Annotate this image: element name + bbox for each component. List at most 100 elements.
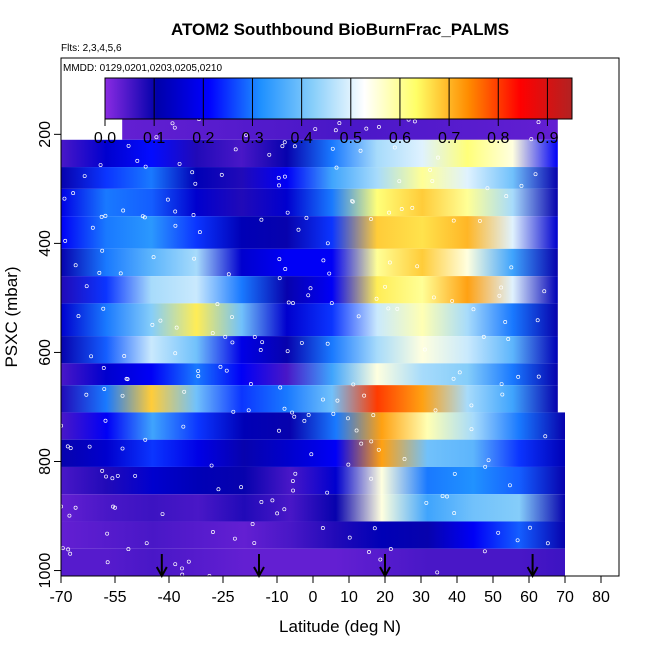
sample-point xyxy=(140,214,145,219)
sample-point xyxy=(321,397,325,402)
sample-point xyxy=(82,174,87,178)
sample-point xyxy=(276,175,281,180)
sample-point xyxy=(252,335,257,339)
sample-point xyxy=(372,526,377,531)
sample-point xyxy=(346,416,350,421)
sample-point xyxy=(302,418,307,423)
sample-point xyxy=(333,128,338,133)
heatmap-layer xyxy=(61,412,565,440)
sample-point xyxy=(239,485,244,490)
sample-point xyxy=(104,474,108,479)
sample-point xyxy=(223,334,228,339)
colorbar-tick-label: 0.7 xyxy=(438,130,460,147)
sample-point xyxy=(110,476,115,481)
sample-point xyxy=(98,163,103,167)
colorbar-tick-label: 0.0 xyxy=(94,130,116,147)
x-tick-label: 20 xyxy=(376,589,394,606)
heatmap-layer xyxy=(61,303,558,337)
sample-point xyxy=(133,473,138,478)
sample-point xyxy=(433,408,438,413)
sample-point xyxy=(101,306,106,311)
sample-point xyxy=(282,507,287,512)
colorbar-tick-label: 0.2 xyxy=(192,130,214,147)
x-tick-label: 70 xyxy=(556,589,574,606)
sample-point xyxy=(486,458,491,463)
sample-point xyxy=(291,301,295,306)
heatmap-layer xyxy=(61,521,565,549)
heatmap-layer xyxy=(61,363,558,386)
sample-point xyxy=(327,271,332,276)
heatmap-layer xyxy=(61,336,558,364)
sample-point xyxy=(430,179,435,183)
sample-point xyxy=(483,464,488,469)
sample-point xyxy=(182,389,187,394)
sample-point xyxy=(197,230,202,235)
sample-point xyxy=(174,325,179,330)
x-tick-label: 50 xyxy=(484,589,502,606)
colorbar-tick-label: 0.6 xyxy=(389,130,411,147)
sample-point xyxy=(68,446,73,451)
x-tick-label: 60 xyxy=(520,589,538,606)
sample-point xyxy=(103,418,108,423)
sample-point xyxy=(73,263,78,268)
sample-point xyxy=(331,411,336,416)
sample-point xyxy=(291,488,296,493)
sample-point xyxy=(335,398,340,403)
y-tick-label: 400 xyxy=(37,230,54,257)
sample-point xyxy=(230,340,235,345)
sample-point xyxy=(509,265,514,270)
sample-point xyxy=(232,536,237,541)
sample-point xyxy=(73,505,78,510)
sample-point xyxy=(277,257,282,262)
sample-point xyxy=(397,179,402,184)
sample-point xyxy=(452,511,457,516)
sample-point xyxy=(186,559,191,564)
sample-point xyxy=(173,209,178,214)
sample-point xyxy=(536,120,541,125)
sample-point xyxy=(296,227,301,232)
colorbar-tick-label: 0.9 xyxy=(536,130,558,147)
sample-point xyxy=(325,241,330,246)
sample-point xyxy=(290,410,295,415)
sample-point xyxy=(450,299,455,303)
sample-point xyxy=(173,562,178,567)
sample-point xyxy=(452,471,457,476)
x-axis-label: Latitude (deg N) xyxy=(279,617,401,636)
sample-point xyxy=(121,208,126,213)
sample-point xyxy=(277,276,282,281)
sample-point xyxy=(65,444,70,449)
dates-label: MMDD: 0129,0201,0203,0205,0210 xyxy=(63,63,222,74)
sample-point xyxy=(76,314,81,319)
x-tick-label: 10 xyxy=(340,589,358,606)
sample-point xyxy=(386,306,391,311)
sample-point xyxy=(503,320,508,324)
sample-point xyxy=(173,223,178,228)
sample-point xyxy=(431,295,436,300)
sample-point xyxy=(246,408,251,413)
sample-point xyxy=(387,260,392,265)
sample-point xyxy=(190,170,195,175)
sample-point xyxy=(445,494,449,499)
colorbar-tick-label: 0.3 xyxy=(241,130,263,147)
sample-point xyxy=(143,437,148,442)
sample-point xyxy=(392,145,397,150)
sample-point xyxy=(499,285,504,290)
sample-point xyxy=(180,572,185,576)
x-tick-label: 0 xyxy=(309,589,318,606)
sample-point xyxy=(536,374,541,379)
colorbar-ticks: 0.0 0.1 0.2 0.3 0.4 0.5 0.6 0.7 0.8 0.9 xyxy=(94,78,559,147)
sample-point xyxy=(165,197,170,202)
sample-point xyxy=(496,530,501,535)
sample-point xyxy=(126,547,131,552)
sample-point xyxy=(293,471,298,476)
sample-point xyxy=(369,217,373,221)
sample-point xyxy=(500,392,505,397)
sample-point xyxy=(304,215,309,220)
sample-point xyxy=(358,148,363,153)
sample-point xyxy=(374,296,379,301)
sample-point xyxy=(482,549,487,554)
sample-point xyxy=(282,174,287,179)
sample-point xyxy=(248,382,253,386)
sample-point xyxy=(144,541,149,546)
sample-point xyxy=(62,196,67,201)
